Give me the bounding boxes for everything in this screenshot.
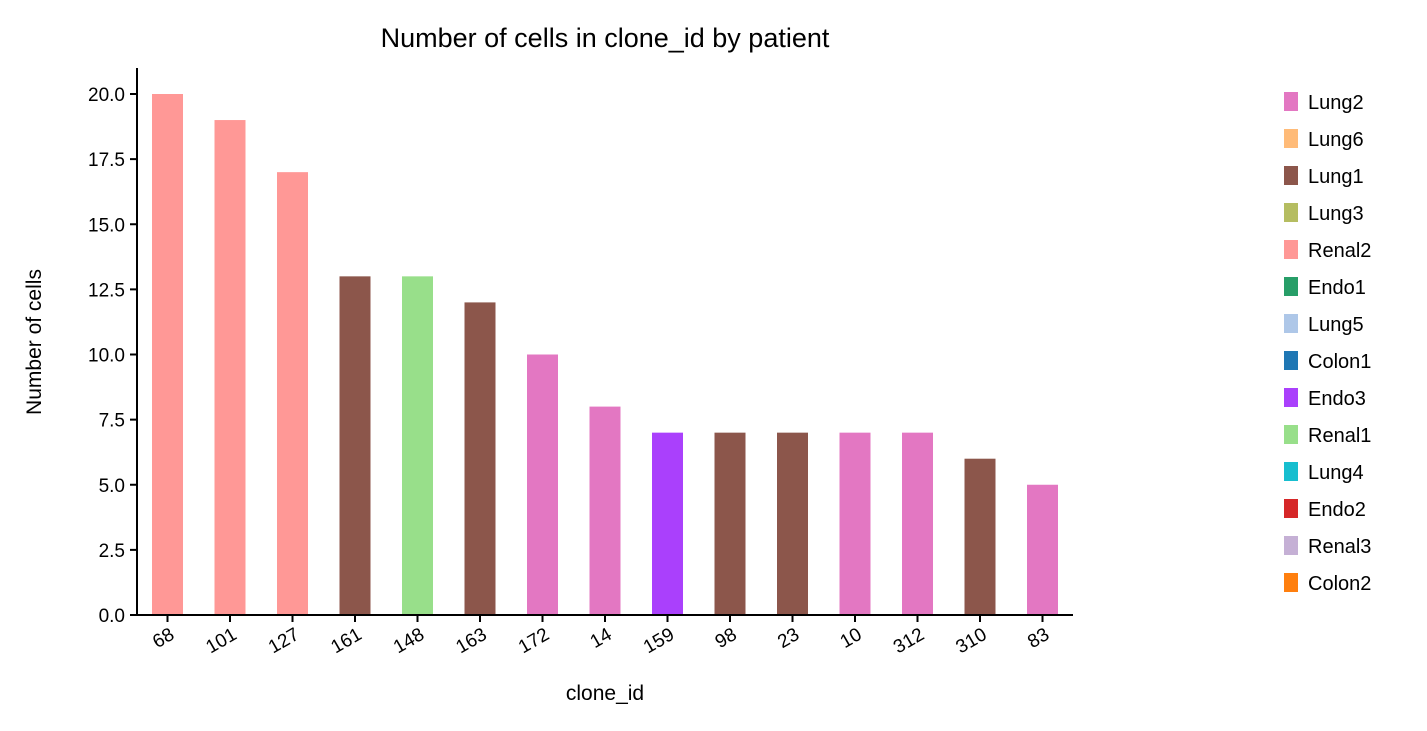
y-tick-label: 7.5 [99,411,125,432]
legend: Lung2 Lung6 Lung1 Lung3 Renal2 Endo1 Lung5 Colo… [1284,92,1371,595]
x-tick-label: 23 [774,624,803,653]
x-tick-label: 159 [640,624,678,658]
x-tick-label: 98 [712,624,741,653]
legend-swatch [1284,425,1298,444]
x-axis: 68 101 127 161 148 163 172 14 159 98 23 10 312 310 83 [136,614,1073,658]
y-tick-label: 10.0 [88,346,125,367]
legend-swatch [1284,277,1298,296]
legend-swatch [1284,203,1298,222]
legend-label: Lung6 [1308,129,1364,151]
x-tick-label: 310 [953,624,991,658]
bar-312 [902,432,933,615]
x-tick-label: 161 [328,624,366,658]
legend-label: Colon1 [1308,351,1371,373]
bar-159 [652,432,683,615]
legend-swatch [1284,499,1298,518]
y-tick-label: 20.0 [88,85,125,106]
y-tick-label: 15.0 [88,215,125,236]
legend-swatch [1284,240,1298,259]
bar-172 [527,354,558,615]
legend-swatch [1284,314,1298,333]
legend-label: Lung1 [1308,166,1364,188]
x-tick-label: 127 [265,624,303,658]
legend-label: Lung2 [1308,92,1364,114]
legend-swatch [1284,166,1298,185]
legend-swatch [1284,129,1298,148]
bar-161 [339,276,371,615]
bar-127 [277,172,308,615]
bar-101 [214,120,246,616]
bar-10 [839,432,871,615]
legend-label: Renal3 [1308,536,1371,558]
bar-98 [714,432,746,615]
legend-swatch [1284,573,1298,592]
chart-title: Number of cells in clone_id by patient [381,23,830,53]
y-axis-label: Number of cells [23,269,46,415]
x-tick-label: 68 [149,624,178,653]
legend-label: Renal1 [1308,425,1371,447]
legend-label: Endo1 [1308,277,1366,299]
legend-swatch [1284,92,1298,111]
y-tick-label: 17.5 [88,150,125,171]
legend-swatch [1284,536,1298,555]
bar-83 [1027,484,1058,615]
legend-swatch [1284,351,1298,370]
bar-14 [589,406,621,615]
y-tick-label: 5.0 [99,476,125,497]
legend-label: Lung5 [1308,314,1364,336]
legend-label: Renal2 [1308,240,1371,262]
legend-label: Endo2 [1308,499,1366,521]
bars-group [152,94,1058,616]
bar-148 [402,276,433,615]
legend-label: Lung4 [1308,462,1364,484]
y-tick-label: 12.5 [88,280,125,301]
x-tick-label: 163 [453,624,491,658]
y-tick-label: 2.5 [99,541,125,562]
x-tick-label: 312 [890,624,928,658]
bar-163 [464,302,496,615]
bar-310 [964,458,996,615]
x-tick-label: 172 [515,624,553,658]
legend-label: Lung3 [1308,203,1364,225]
legend-label: Endo3 [1308,388,1366,410]
x-tick-label: 14 [587,624,616,653]
bar-68 [152,94,183,615]
legend-swatch [1284,388,1298,407]
x-axis-label: clone_id [566,682,644,705]
x-tick-label: 83 [1024,624,1053,653]
legend-label: Colon2 [1308,573,1371,595]
y-axis: 0.0 2.5 5.0 7.5 10.0 12.5 15.0 17.5 20.0 [88,68,138,627]
x-tick-label: 101 [203,624,241,658]
x-tick-label: 148 [390,624,428,658]
bar-23 [777,432,808,615]
x-tick-label: 10 [837,624,866,653]
y-tick-label: 0.0 [99,606,125,627]
legend-swatch [1284,462,1298,481]
